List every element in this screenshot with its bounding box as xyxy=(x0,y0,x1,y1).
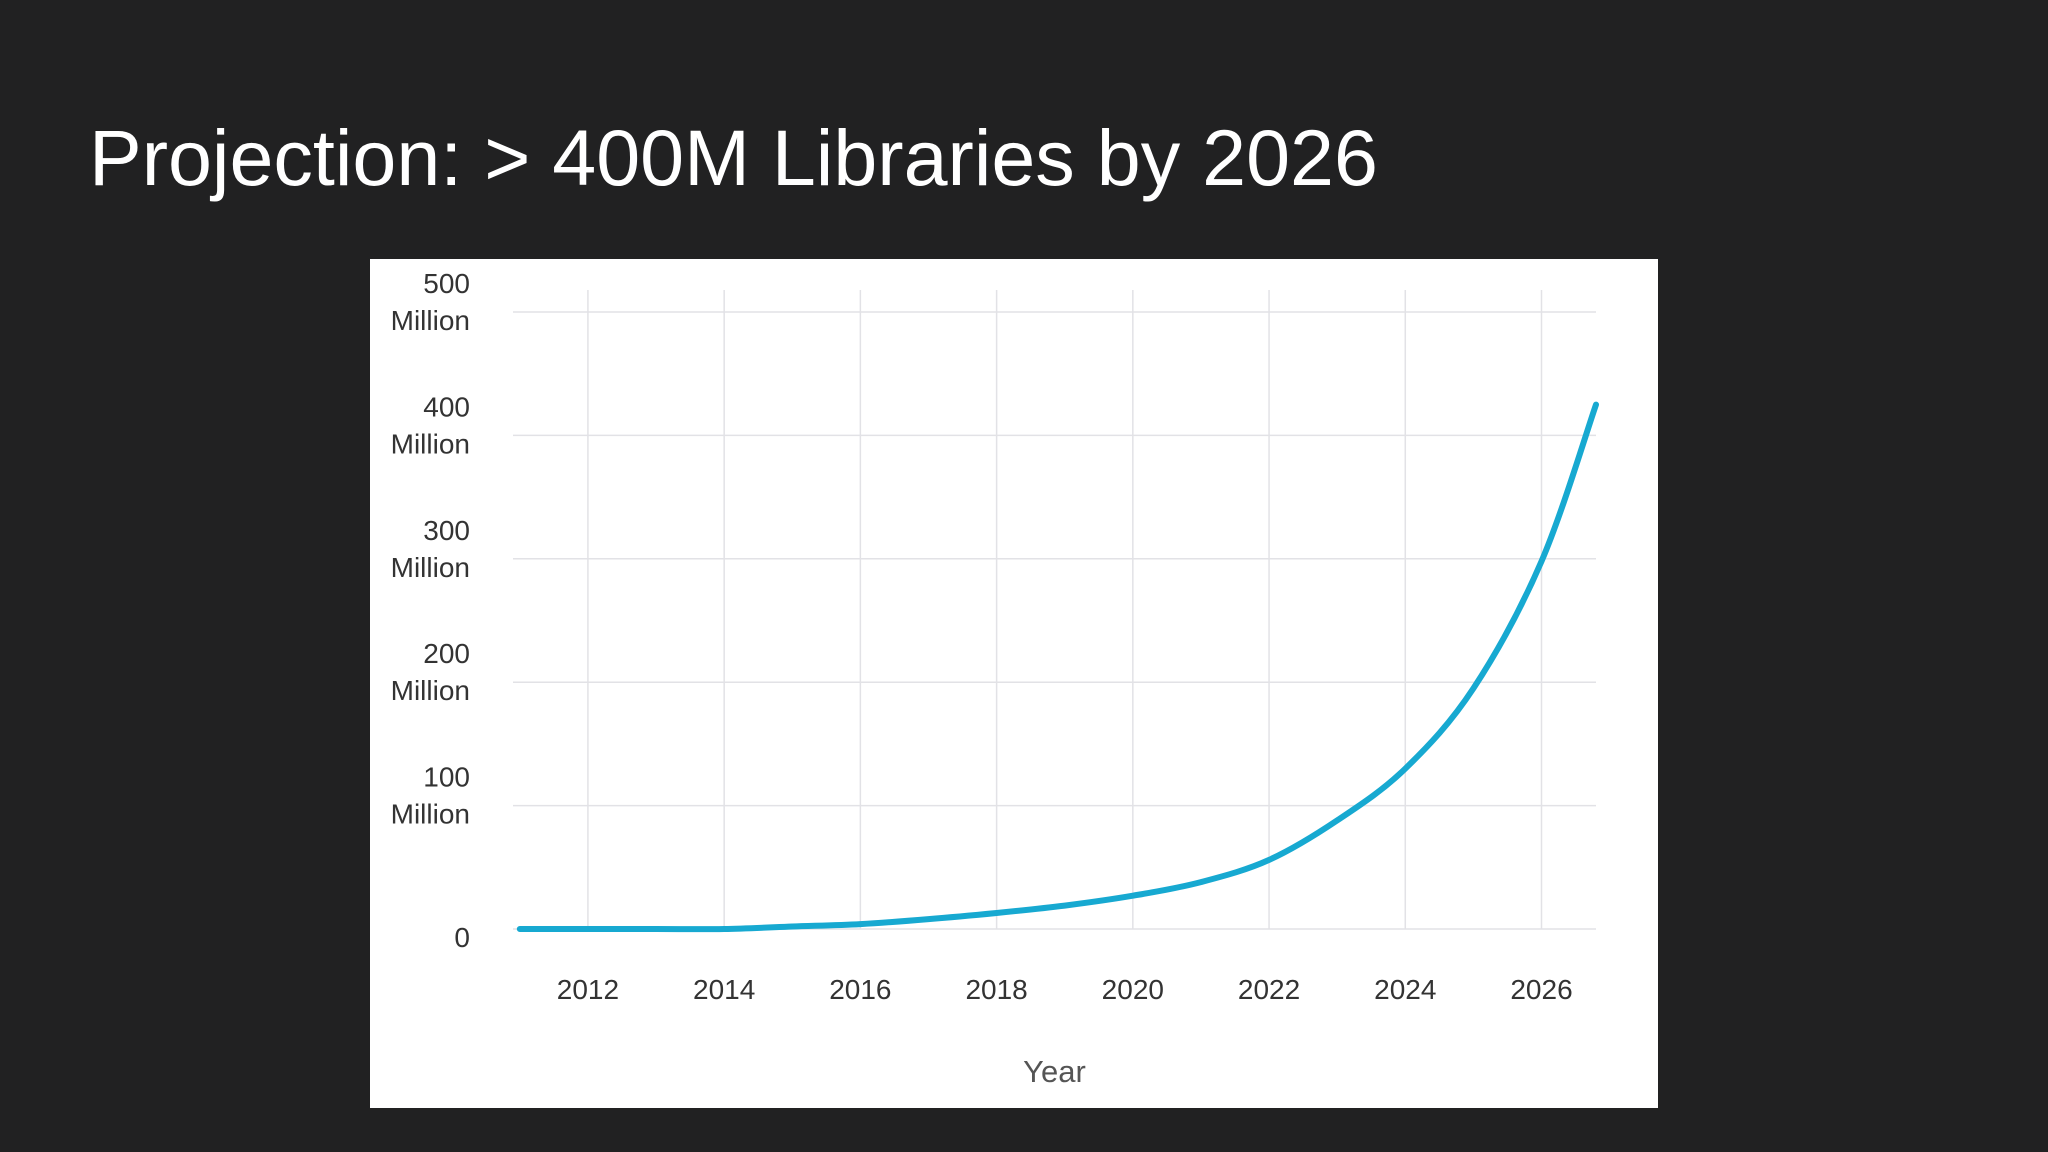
series-line xyxy=(516,401,1599,933)
chart-card: 0 100 Million 200 Million 300 Million 400 Millio… xyxy=(370,259,1658,1108)
x-tick-label: 2020 xyxy=(1102,974,1164,1005)
y-tick-label: 0 xyxy=(454,922,470,953)
x-tick-label: 2022 xyxy=(1238,974,1300,1005)
y-tick-label: 400 Million xyxy=(391,391,470,459)
x-tick-label: 2018 xyxy=(965,974,1027,1005)
x-tick-label: 2016 xyxy=(829,974,891,1005)
y-tick-label: 100 Million xyxy=(391,762,470,830)
series-lines xyxy=(516,401,1599,933)
y-tick-label: 300 Million xyxy=(391,515,470,583)
y-axis-ticks: 0 100 Million 200 Million 300 Million 400 Millio… xyxy=(391,268,470,953)
x-tick-label: 2024 xyxy=(1374,974,1436,1005)
y-tick-label: 200 Million xyxy=(391,638,470,706)
slide-title: Projection: > 400M Libraries by 2026 xyxy=(89,113,1378,202)
x-tick-label: 2012 xyxy=(557,974,619,1005)
x-axis-ticks: 2012 2014 2016 2018 2020 2022 2024 2026 xyxy=(557,974,1573,1005)
grid-lines xyxy=(513,290,1596,930)
x-axis-title: Year xyxy=(1023,1054,1086,1089)
x-tick-label: 2026 xyxy=(1510,974,1572,1005)
y-tick-label: 500 Million xyxy=(391,268,470,336)
x-tick-label: 2014 xyxy=(693,974,755,1005)
growth-chart: 0 100 Million 200 Million 300 Million 400 Millio… xyxy=(391,268,1599,1089)
